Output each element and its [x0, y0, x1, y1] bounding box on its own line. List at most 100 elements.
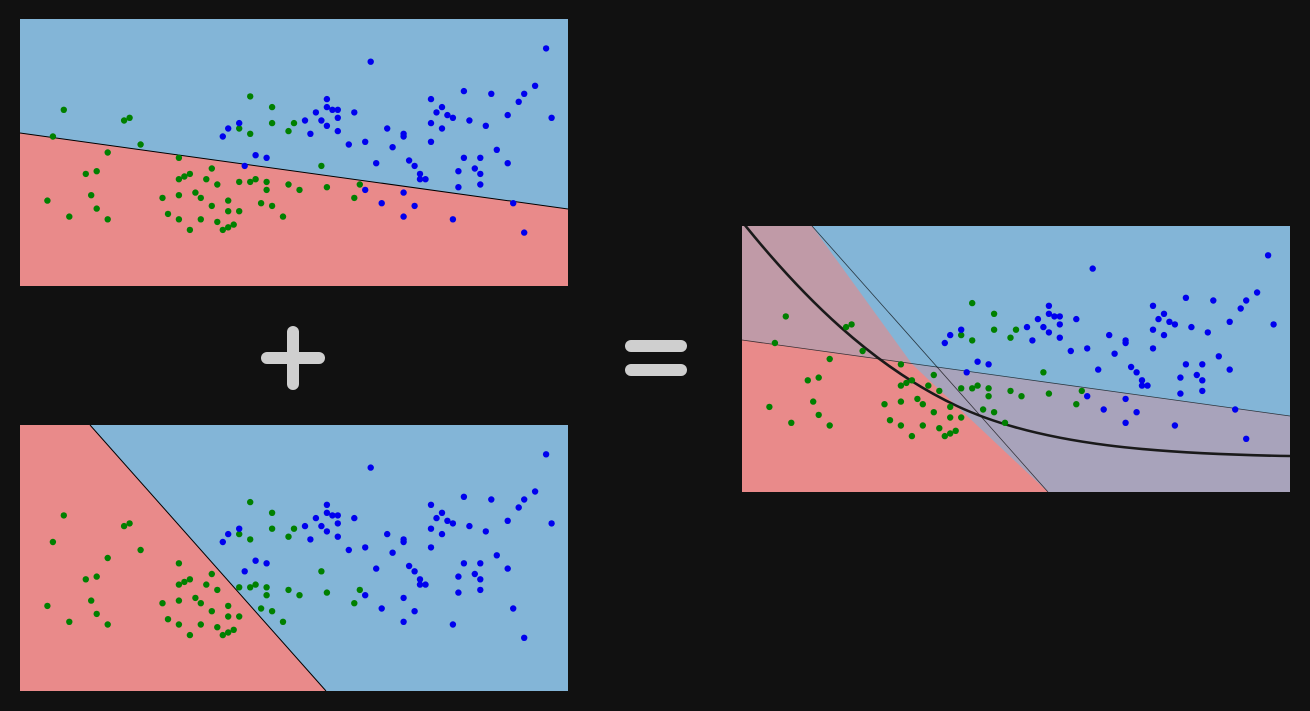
data-point-class-a	[104, 621, 111, 628]
data-point-class-a	[186, 631, 194, 639]
data-point-class-b	[241, 568, 248, 575]
data-point-class-b	[362, 544, 369, 551]
data-point-class-a	[290, 119, 298, 127]
data-point-class-b	[362, 592, 369, 599]
data-point-class-b	[1089, 265, 1096, 272]
data-point-class-b	[351, 109, 358, 116]
data-point-class-a	[263, 178, 270, 186]
data-point-class-b	[400, 133, 407, 140]
data-point-class-b	[521, 90, 528, 98]
data-point-class-b	[307, 130, 314, 137]
data-point-class-b	[351, 514, 358, 522]
data-point-class-a	[175, 176, 183, 183]
data-point-class-a	[318, 568, 325, 575]
data-point-class-b	[488, 90, 495, 98]
data-point-class-b	[542, 45, 550, 52]
data-point-class-b	[444, 517, 451, 524]
data-point-class-a	[225, 224, 232, 231]
data-point-class-a	[908, 432, 916, 440]
data-point-class-a	[290, 525, 298, 532]
data-point-class-a	[60, 512, 67, 519]
data-point-class-a	[268, 119, 276, 127]
data-point-class-b	[400, 189, 407, 196]
data-point-class-a	[252, 581, 259, 588]
data-point-class-a	[958, 331, 965, 339]
data-point-class-a	[236, 178, 243, 186]
data-point-class-a	[990, 409, 998, 416]
data-point-class-b	[1122, 419, 1129, 426]
data-point-class-a	[842, 323, 850, 331]
data-point-class-b	[438, 530, 446, 538]
data-point-class-a	[903, 379, 910, 387]
data-point-class-b	[318, 117, 325, 124]
data-point-class-a	[947, 430, 954, 437]
data-point-class-a	[919, 422, 926, 429]
data-point-class-b	[449, 520, 457, 527]
data-point-class-a	[936, 425, 943, 432]
data-point-class-a	[257, 605, 265, 612]
data-point-class-b	[515, 98, 522, 106]
data-point-class-b	[1106, 331, 1113, 339]
data-point-class-a	[268, 509, 276, 516]
data-point-class-b	[400, 538, 407, 546]
data-point-class-b	[941, 339, 948, 347]
data-point-class-b	[384, 530, 391, 538]
bottom-panel-linear-boundary-2	[20, 425, 568, 691]
data-point-class-b	[1226, 318, 1233, 325]
data-point-class-b	[334, 127, 341, 135]
data-point-class-b	[334, 512, 341, 519]
data-point-class-b	[400, 594, 407, 602]
data-point-class-b	[1149, 326, 1157, 333]
data-point-class-a	[208, 165, 215, 172]
data-point-class-a	[60, 106, 67, 114]
data-point-class-b	[301, 117, 309, 124]
data-point-class-b	[504, 160, 511, 167]
data-point-class-b	[1210, 297, 1217, 304]
data-point-class-b	[477, 560, 484, 567]
data-point-class-b	[405, 562, 413, 570]
data-point-class-a	[208, 570, 215, 578]
data-point-class-b	[460, 493, 468, 500]
data-point-class-a	[881, 401, 888, 408]
region-class-a	[20, 425, 326, 691]
data-point-class-b	[416, 576, 424, 583]
data-point-class-b	[958, 326, 965, 333]
data-point-class-b	[1045, 310, 1053, 317]
data-point-class-b	[427, 138, 435, 145]
data-point-class-a	[268, 608, 276, 615]
data-point-class-b	[1199, 377, 1206, 384]
data-point-class-b	[1182, 294, 1190, 301]
data-point-class-a	[44, 602, 51, 610]
data-point-class-a	[257, 200, 265, 207]
data-point-class-a	[1018, 393, 1025, 400]
data-point-class-a	[120, 117, 128, 124]
data-point-class-a	[1040, 369, 1047, 376]
data-point-class-b	[252, 152, 259, 159]
data-point-class-a	[225, 613, 232, 620]
data-point-class-b	[433, 514, 440, 522]
data-point-class-b	[1111, 350, 1118, 357]
data-point-class-a	[219, 631, 226, 639]
data-point-class-a	[958, 414, 965, 421]
data-point-class-a	[247, 498, 254, 506]
data-point-class-b	[225, 125, 232, 132]
data-point-class-a	[247, 536, 254, 543]
data-point-class-b	[455, 184, 462, 191]
data-point-class-a	[859, 347, 866, 355]
data-point-class-a	[236, 613, 243, 620]
data-point-class-a	[104, 554, 111, 562]
data-point-class-b	[1149, 302, 1157, 309]
data-point-class-b	[1133, 409, 1140, 416]
data-point-class-a	[192, 594, 199, 602]
data-point-class-a	[848, 321, 855, 328]
data-point-class-b	[422, 581, 429, 588]
data-point-class-a	[93, 610, 100, 618]
data-point-class-b	[510, 200, 517, 207]
data-point-class-a	[268, 525, 276, 532]
data-point-class-b	[323, 103, 331, 111]
data-point-class-a	[979, 406, 987, 413]
data-point-class-a	[44, 197, 51, 204]
data-point-class-a	[930, 371, 937, 379]
data-point-class-a	[897, 398, 905, 405]
data-point-class-a	[279, 213, 287, 220]
